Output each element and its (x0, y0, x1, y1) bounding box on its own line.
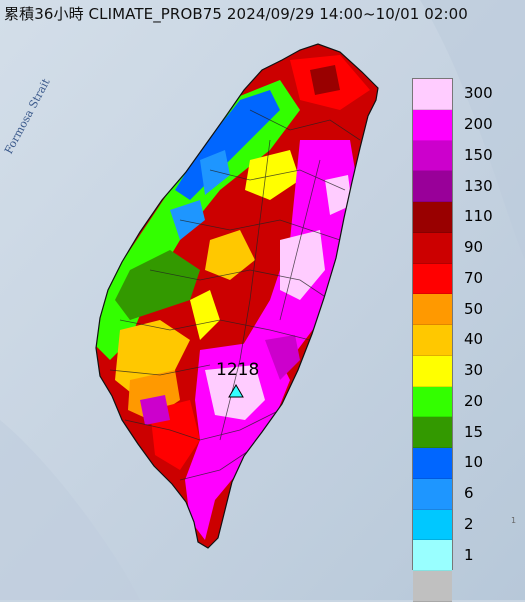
legend-swatch (413, 540, 452, 571)
legend-swatch (413, 355, 452, 387)
legend-label: 110 (464, 207, 493, 226)
legend-label: 70 (464, 268, 484, 287)
legend-swatch (413, 509, 452, 541)
sea-shade (420, 0, 525, 260)
legend-label: 2 (464, 514, 474, 533)
legend-label: 40 (464, 330, 484, 349)
legend-swatch (413, 140, 452, 172)
legend-swatch (413, 171, 452, 202)
legend-swatch (413, 417, 452, 448)
map-title: 累積36小時 CLIMATE_PROB75 2024/09/29 14:00~1… (4, 5, 468, 23)
max-station-triangle-icon (228, 384, 244, 398)
legend-label: 20 (464, 391, 484, 410)
legend-label: 200 (464, 115, 493, 134)
island-rainfall (95, 43, 379, 549)
corner-text: 1 (511, 516, 517, 525)
legend-swatch (413, 571, 452, 602)
legend-label: 6 (464, 484, 474, 503)
legend-label: 15 (464, 422, 484, 441)
legend-swatch (413, 478, 452, 510)
legend-label: 130 (464, 176, 493, 195)
legend-label: 90 (464, 238, 484, 257)
legend-swatch (413, 202, 452, 233)
legend-swatch (413, 386, 452, 418)
legend-label: 300 (464, 84, 493, 103)
legend-swatch (413, 294, 452, 325)
legend-label: 30 (464, 361, 484, 380)
max-rainfall-value: 1218 (216, 360, 260, 380)
legend-swatch (413, 109, 452, 141)
legend-label: 1 (464, 545, 474, 564)
legend-swatch (413, 79, 452, 110)
sea-shade-south (0, 420, 140, 600)
legend-swatch (413, 325, 452, 356)
legend-swatch (413, 448, 452, 479)
legend-label: 50 (464, 299, 484, 318)
legend-swatch (413, 232, 452, 264)
legend-label: 150 (464, 145, 493, 164)
legend-swatch (413, 263, 452, 295)
legend-label: 10 (464, 453, 484, 472)
color-legend (412, 78, 453, 602)
